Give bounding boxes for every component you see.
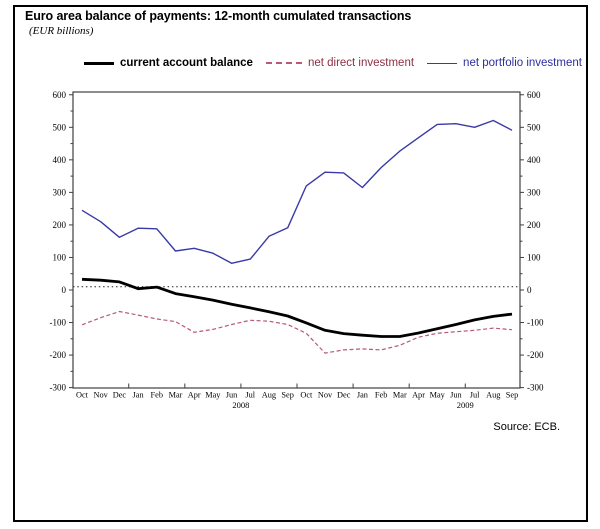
y-axis-label-left: -300 bbox=[50, 383, 67, 393]
legend-line-sample-solid bbox=[427, 62, 458, 64]
legend-item-direct-investment: net direct investment bbox=[265, 57, 415, 69]
page-subtitle: (EUR billions) bbox=[29, 25, 94, 37]
x-month-label: Sep bbox=[281, 391, 293, 400]
x-month-label: Sep bbox=[506, 391, 518, 400]
y-axis-label-left: 300 bbox=[53, 187, 67, 197]
legend-label: net portfolio investment bbox=[463, 57, 582, 69]
legend-label: current account balance bbox=[120, 57, 253, 69]
legend-item-current-account: current account balance bbox=[84, 57, 253, 69]
y-axis-label-right: 100 bbox=[527, 252, 541, 262]
y-axis-label-left: 500 bbox=[53, 122, 67, 132]
x-month-label: Jul bbox=[245, 391, 255, 400]
x-month-label: Aug bbox=[486, 391, 500, 400]
y-axis-label-left: 600 bbox=[53, 90, 67, 100]
legend-line-sample-dashed bbox=[265, 62, 302, 64]
x-month-label: Apr bbox=[412, 391, 425, 400]
page-title: Euro area balance of payments: 12-month … bbox=[25, 9, 412, 23]
y-axis-label-left: 400 bbox=[53, 155, 67, 165]
x-month-label: Dec bbox=[337, 391, 351, 400]
outer-frame bbox=[13, 5, 588, 522]
x-month-label: Apr bbox=[188, 391, 201, 400]
plot-border bbox=[72, 91, 521, 389]
y-axis-label-right: -100 bbox=[527, 318, 544, 328]
x-month-label: Jun bbox=[226, 391, 238, 400]
x-month-label: Jan bbox=[133, 391, 145, 400]
x-month-label: Nov bbox=[94, 391, 109, 400]
x-month-label: Oct bbox=[76, 391, 89, 400]
x-month-label: Jul bbox=[470, 391, 480, 400]
x-month-label: Feb bbox=[151, 391, 163, 400]
x-month-label: Oct bbox=[300, 391, 313, 400]
y-axis-label-left: 200 bbox=[53, 220, 67, 230]
x-month-label: Dec bbox=[113, 391, 127, 400]
source-text: Source: ECB. bbox=[493, 421, 560, 433]
x-month-label: May bbox=[205, 391, 221, 400]
legend-line-sample-solid-thick bbox=[84, 61, 114, 65]
x-year-label: 2009 bbox=[457, 400, 474, 410]
legend-item-portfolio-investment: net portfolio investment bbox=[427, 57, 582, 69]
y-axis-label-right: 500 bbox=[527, 122, 541, 132]
x-month-label: Aug bbox=[262, 391, 276, 400]
x-month-label: May bbox=[430, 391, 446, 400]
y-axis-label-right: 300 bbox=[527, 187, 541, 197]
y-axis-label-right: 0 bbox=[527, 285, 532, 295]
chart-legend: current account balance net direct inves… bbox=[84, 57, 582, 69]
x-month-label: Jan bbox=[357, 391, 369, 400]
x-year-label: 2008 bbox=[232, 400, 249, 410]
series-line-net-portfolio-investment bbox=[81, 119, 513, 264]
x-month-label: Mar bbox=[393, 391, 407, 400]
y-axis-label-right: -200 bbox=[527, 350, 544, 360]
x-month-label: Feb bbox=[375, 391, 387, 400]
y-axis-label-right: 400 bbox=[527, 155, 541, 165]
x-month-label: Nov bbox=[318, 391, 333, 400]
y-axis-label-right: -300 bbox=[527, 383, 544, 393]
y-axis-label-left: -200 bbox=[50, 350, 67, 360]
y-axis-label-left: 100 bbox=[53, 252, 67, 262]
x-month-label: Mar bbox=[169, 391, 183, 400]
series-line-current-account-balance bbox=[81, 277, 513, 338]
legend-label: net direct investment bbox=[307, 57, 415, 69]
y-axis-label-left: -100 bbox=[50, 318, 67, 328]
y-axis-label-right: 200 bbox=[527, 220, 541, 230]
series-line-net-direct-investment bbox=[81, 310, 513, 354]
y-axis-label-left: 0 bbox=[62, 285, 67, 295]
x-month-label: Jun bbox=[450, 391, 462, 400]
y-axis-label-right: 600 bbox=[527, 90, 541, 100]
